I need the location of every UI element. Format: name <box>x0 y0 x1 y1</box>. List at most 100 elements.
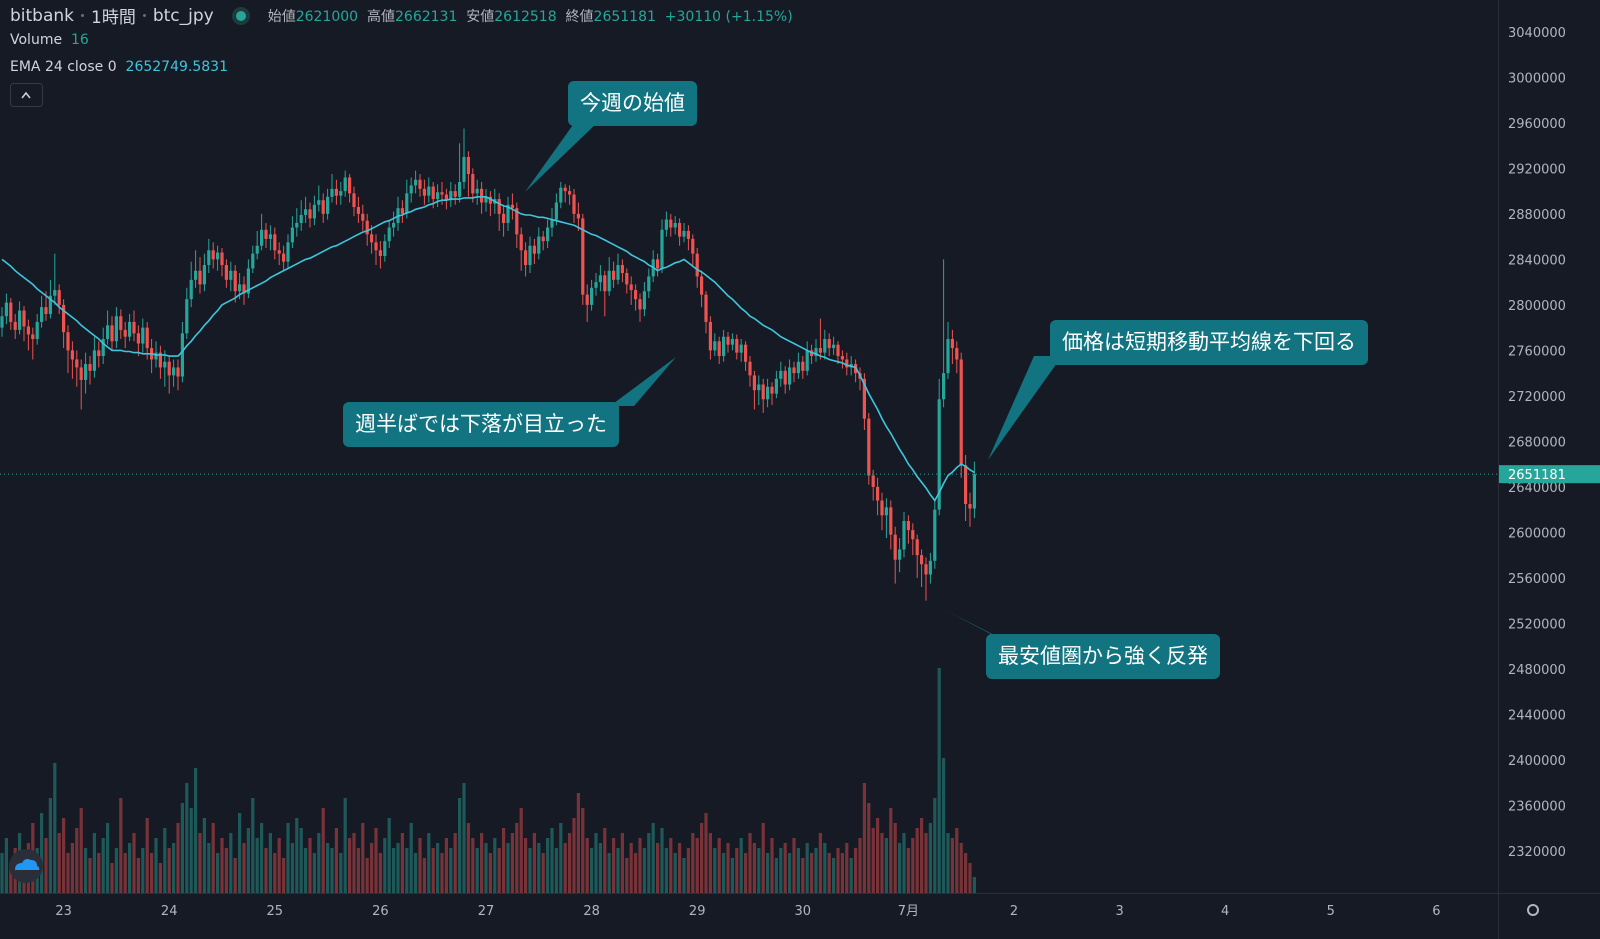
annotation: 週半ばでは下落が目立った <box>343 402 619 447</box>
volume-bar <box>814 848 818 893</box>
candle-body <box>158 352 162 368</box>
candle-body <box>70 350 74 360</box>
volume-bar <box>97 853 101 893</box>
candle-body <box>563 187 567 192</box>
volume-bar <box>788 853 792 893</box>
volume-bar <box>145 818 149 893</box>
volume-bar <box>906 848 910 893</box>
volume-bar <box>9 863 13 893</box>
volume-bar <box>440 853 444 893</box>
y-tick-label: 2440000 <box>1508 708 1566 723</box>
candle-body <box>176 367 180 377</box>
candle-body <box>255 245 259 254</box>
volume-bar <box>889 808 893 893</box>
candle-body <box>268 234 272 239</box>
volume-bar <box>550 828 554 893</box>
candle-body <box>796 361 800 374</box>
candle-body <box>321 200 325 214</box>
volume-bar <box>744 853 748 893</box>
candle-body <box>57 290 61 305</box>
volume-bar <box>686 848 690 893</box>
settings-icon[interactable] <box>1527 904 1539 916</box>
annotation: 今週の始値 <box>568 81 697 126</box>
candle-body <box>739 344 743 353</box>
candle-body <box>722 336 726 357</box>
candle-body <box>761 384 765 400</box>
candle-body <box>286 242 290 262</box>
ohlc-label: 始値 <box>267 8 296 25</box>
candle-body <box>194 270 198 280</box>
candle-body <box>964 465 968 504</box>
candle-body <box>585 294 589 305</box>
candle-body <box>106 325 110 339</box>
candle-body <box>607 270 611 292</box>
candle-body <box>920 555 924 565</box>
candle-body <box>101 338 105 357</box>
candle-body <box>75 359 79 368</box>
candle-body <box>836 344 840 357</box>
candle-body <box>317 200 321 205</box>
volume-bar <box>176 823 180 893</box>
volume-bar <box>75 828 79 893</box>
y-tick-label: 2520000 <box>1508 617 1566 632</box>
candle-body <box>141 327 145 344</box>
candle-body <box>576 213 580 219</box>
volume-bar <box>4 838 8 893</box>
volume-bar <box>374 828 378 893</box>
candle-body <box>642 291 646 310</box>
candle-body <box>730 338 734 345</box>
volume-bar <box>823 843 827 893</box>
volume-bar <box>180 803 184 893</box>
volume-bar <box>642 848 646 893</box>
candle-body <box>946 338 950 374</box>
separator <box>81 14 85 17</box>
volume-bar <box>396 843 400 893</box>
volume-bar <box>752 843 756 893</box>
volume-bar <box>810 853 814 893</box>
volume-bar <box>273 853 277 893</box>
volume-bar <box>282 858 286 893</box>
candle-body <box>374 242 378 251</box>
candle-body <box>282 253 286 262</box>
volume-bar <box>818 833 822 893</box>
volume-bar <box>141 848 145 893</box>
volume-legend: Volume 16 <box>10 32 89 48</box>
candle-body <box>9 302 13 322</box>
candle-body <box>92 350 96 371</box>
volume-bar <box>422 858 426 893</box>
candle-body <box>383 241 387 256</box>
volume-bar <box>656 843 660 893</box>
candle-body <box>172 367 176 376</box>
candle-body <box>717 341 721 357</box>
candle-body <box>898 549 902 560</box>
volume-bar <box>620 833 624 893</box>
candle-body <box>136 333 140 344</box>
volume-bar <box>216 853 220 893</box>
candle-body <box>62 304 66 333</box>
volume-bar <box>770 838 774 893</box>
volume-bar <box>246 828 250 893</box>
x-tick-label: 24 <box>161 904 178 919</box>
candle-body <box>392 222 396 228</box>
callout-pointer <box>988 356 1062 460</box>
volume-bar <box>242 843 246 893</box>
volume-bar <box>163 828 167 893</box>
volume-bar <box>766 853 770 893</box>
last-price-label: 2651181 <box>1508 468 1566 483</box>
candle-body <box>352 193 356 208</box>
candle-body <box>972 474 976 509</box>
volume-bar <box>471 838 475 893</box>
candle-body <box>418 179 422 189</box>
collapse-button[interactable] <box>10 83 43 107</box>
x-tick-label: 3 <box>1115 904 1123 919</box>
volume-bar <box>172 843 176 893</box>
x-tick-label: 26 <box>372 904 389 919</box>
volume-bar <box>528 848 532 893</box>
volume-bar <box>871 828 875 893</box>
volume-bar <box>893 823 897 893</box>
volume-bar <box>955 828 959 893</box>
candle-body <box>902 521 906 550</box>
volume-bar <box>805 843 809 893</box>
x-tick-label: 7月 <box>898 904 919 919</box>
